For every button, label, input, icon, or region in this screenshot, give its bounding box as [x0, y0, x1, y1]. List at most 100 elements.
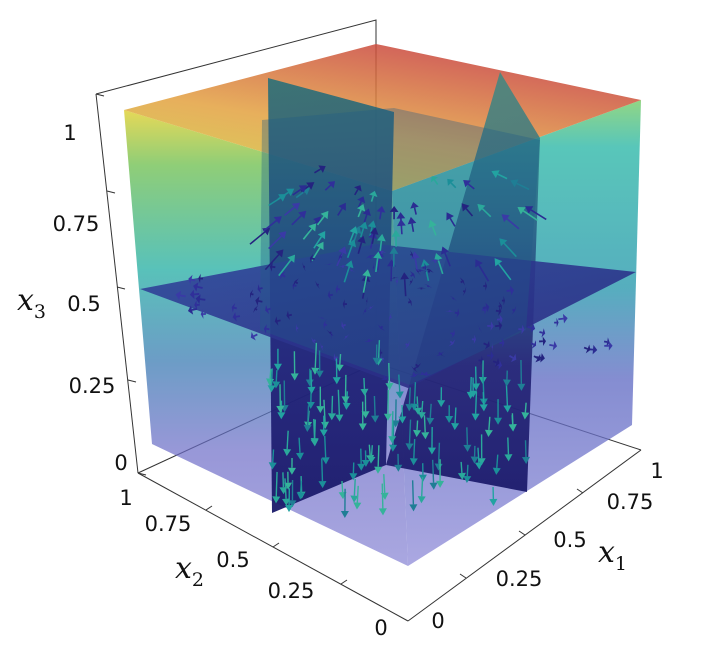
arrow-head — [521, 412, 530, 420]
arrow-glyph — [364, 310, 367, 313]
arrow-glyph — [356, 485, 359, 503]
arrow-head — [510, 179, 519, 188]
arrow-head — [310, 439, 319, 447]
arrow-head — [341, 396, 350, 404]
arrow-head — [413, 363, 422, 369]
arrow-glyph — [282, 274, 286, 278]
arrow-head — [410, 250, 414, 259]
arrow-head — [263, 324, 267, 334]
arrow-head — [280, 271, 286, 280]
arrow-glyph — [508, 355, 514, 359]
arrow-head — [449, 295, 458, 302]
arrow-glyph — [314, 342, 318, 368]
arrow-head — [321, 421, 330, 429]
arrow-head — [257, 284, 262, 294]
arrow-head — [286, 310, 290, 320]
arrow-glyph — [233, 306, 237, 310]
arrow-glyph — [383, 375, 386, 379]
arrow-glyph — [191, 278, 196, 282]
arrow-head — [354, 185, 362, 192]
arrow-head — [366, 296, 368, 306]
arrow-head — [498, 306, 502, 316]
arrow-head — [447, 178, 455, 186]
arrow-head — [556, 317, 559, 328]
arrow-head — [231, 303, 236, 313]
arrow-head — [309, 253, 314, 264]
arrow-head — [349, 226, 358, 235]
arrow-head — [362, 269, 371, 277]
arrow-head — [359, 221, 368, 230]
arrow-glyph — [412, 372, 416, 376]
arrow-head — [459, 277, 465, 286]
arrow-glyph — [460, 280, 463, 284]
arrow-glyph — [255, 308, 258, 311]
arrow-glyph — [383, 474, 386, 493]
arrow-glyph — [379, 211, 382, 220]
arrow-glyph — [369, 256, 372, 259]
arrow-glyph — [450, 182, 457, 189]
arrow-head — [501, 214, 510, 223]
arrow-head — [290, 373, 299, 381]
arrow-head — [380, 375, 390, 380]
arrow-head — [415, 269, 425, 272]
arrow-head — [327, 413, 336, 421]
arrow-head — [396, 212, 406, 219]
arrow-head — [379, 347, 382, 358]
arrow-glyph — [337, 389, 341, 415]
arrow-head — [535, 354, 541, 363]
arrow-head — [287, 254, 296, 263]
arrow-head — [362, 208, 371, 216]
arrow-head — [338, 246, 347, 255]
horizontal-slice-x3 — [140, 244, 636, 388]
arrow-head — [273, 216, 282, 224]
arrow-glyph — [370, 195, 375, 202]
arrow-glyph — [527, 325, 533, 329]
arrow-glyph — [450, 332, 454, 335]
arrow-head — [361, 411, 370, 419]
arrow-glyph — [449, 340, 453, 344]
arrow-glyph — [348, 232, 355, 243]
arrow-glyph — [357, 201, 362, 209]
arrow-head — [409, 504, 418, 512]
arrow-head — [498, 321, 503, 331]
arrow-head — [326, 329, 334, 336]
x1-tick-0.5: 0.5 — [553, 528, 586, 552]
arrow-head — [357, 235, 366, 244]
arrow-head — [508, 424, 517, 432]
arrow-head — [372, 357, 381, 365]
arrow-head — [477, 324, 482, 333]
arrow-glyph — [329, 331, 332, 334]
arrow-glyph — [313, 236, 323, 249]
arrow-head — [371, 415, 380, 423]
arrow-glyph — [377, 256, 381, 270]
arrow-head — [265, 305, 270, 315]
arrow-glyph — [466, 427, 469, 445]
arrow-glyph — [506, 218, 520, 230]
arrow-head — [421, 374, 432, 376]
arrow-glyph — [403, 279, 407, 297]
arrow-head — [542, 336, 546, 346]
arrow-head — [474, 462, 483, 470]
arrow-head — [475, 259, 483, 268]
arrow-glyph — [381, 483, 384, 509]
arrow-glyph — [423, 415, 426, 433]
arrow-glyph — [530, 209, 547, 221]
arrow-head — [471, 413, 480, 421]
arrow-head — [262, 227, 271, 236]
arrow-head — [485, 302, 490, 313]
arrow-head — [389, 444, 398, 452]
arrow-head — [189, 289, 195, 300]
arrow-head — [306, 182, 315, 190]
arrow-glyph — [363, 377, 366, 389]
arrow-head — [306, 401, 315, 409]
arrow-head — [415, 267, 421, 276]
arrow-glyph — [488, 416, 491, 431]
arrow-head — [391, 229, 401, 237]
arrow-head — [298, 210, 307, 219]
arrow-glyph — [291, 215, 302, 226]
arrow-glyph — [179, 294, 186, 298]
arrow-glyph — [516, 182, 530, 191]
arrow-glyph — [416, 396, 419, 408]
arrow-head — [282, 498, 291, 506]
arrow-head — [541, 328, 546, 338]
